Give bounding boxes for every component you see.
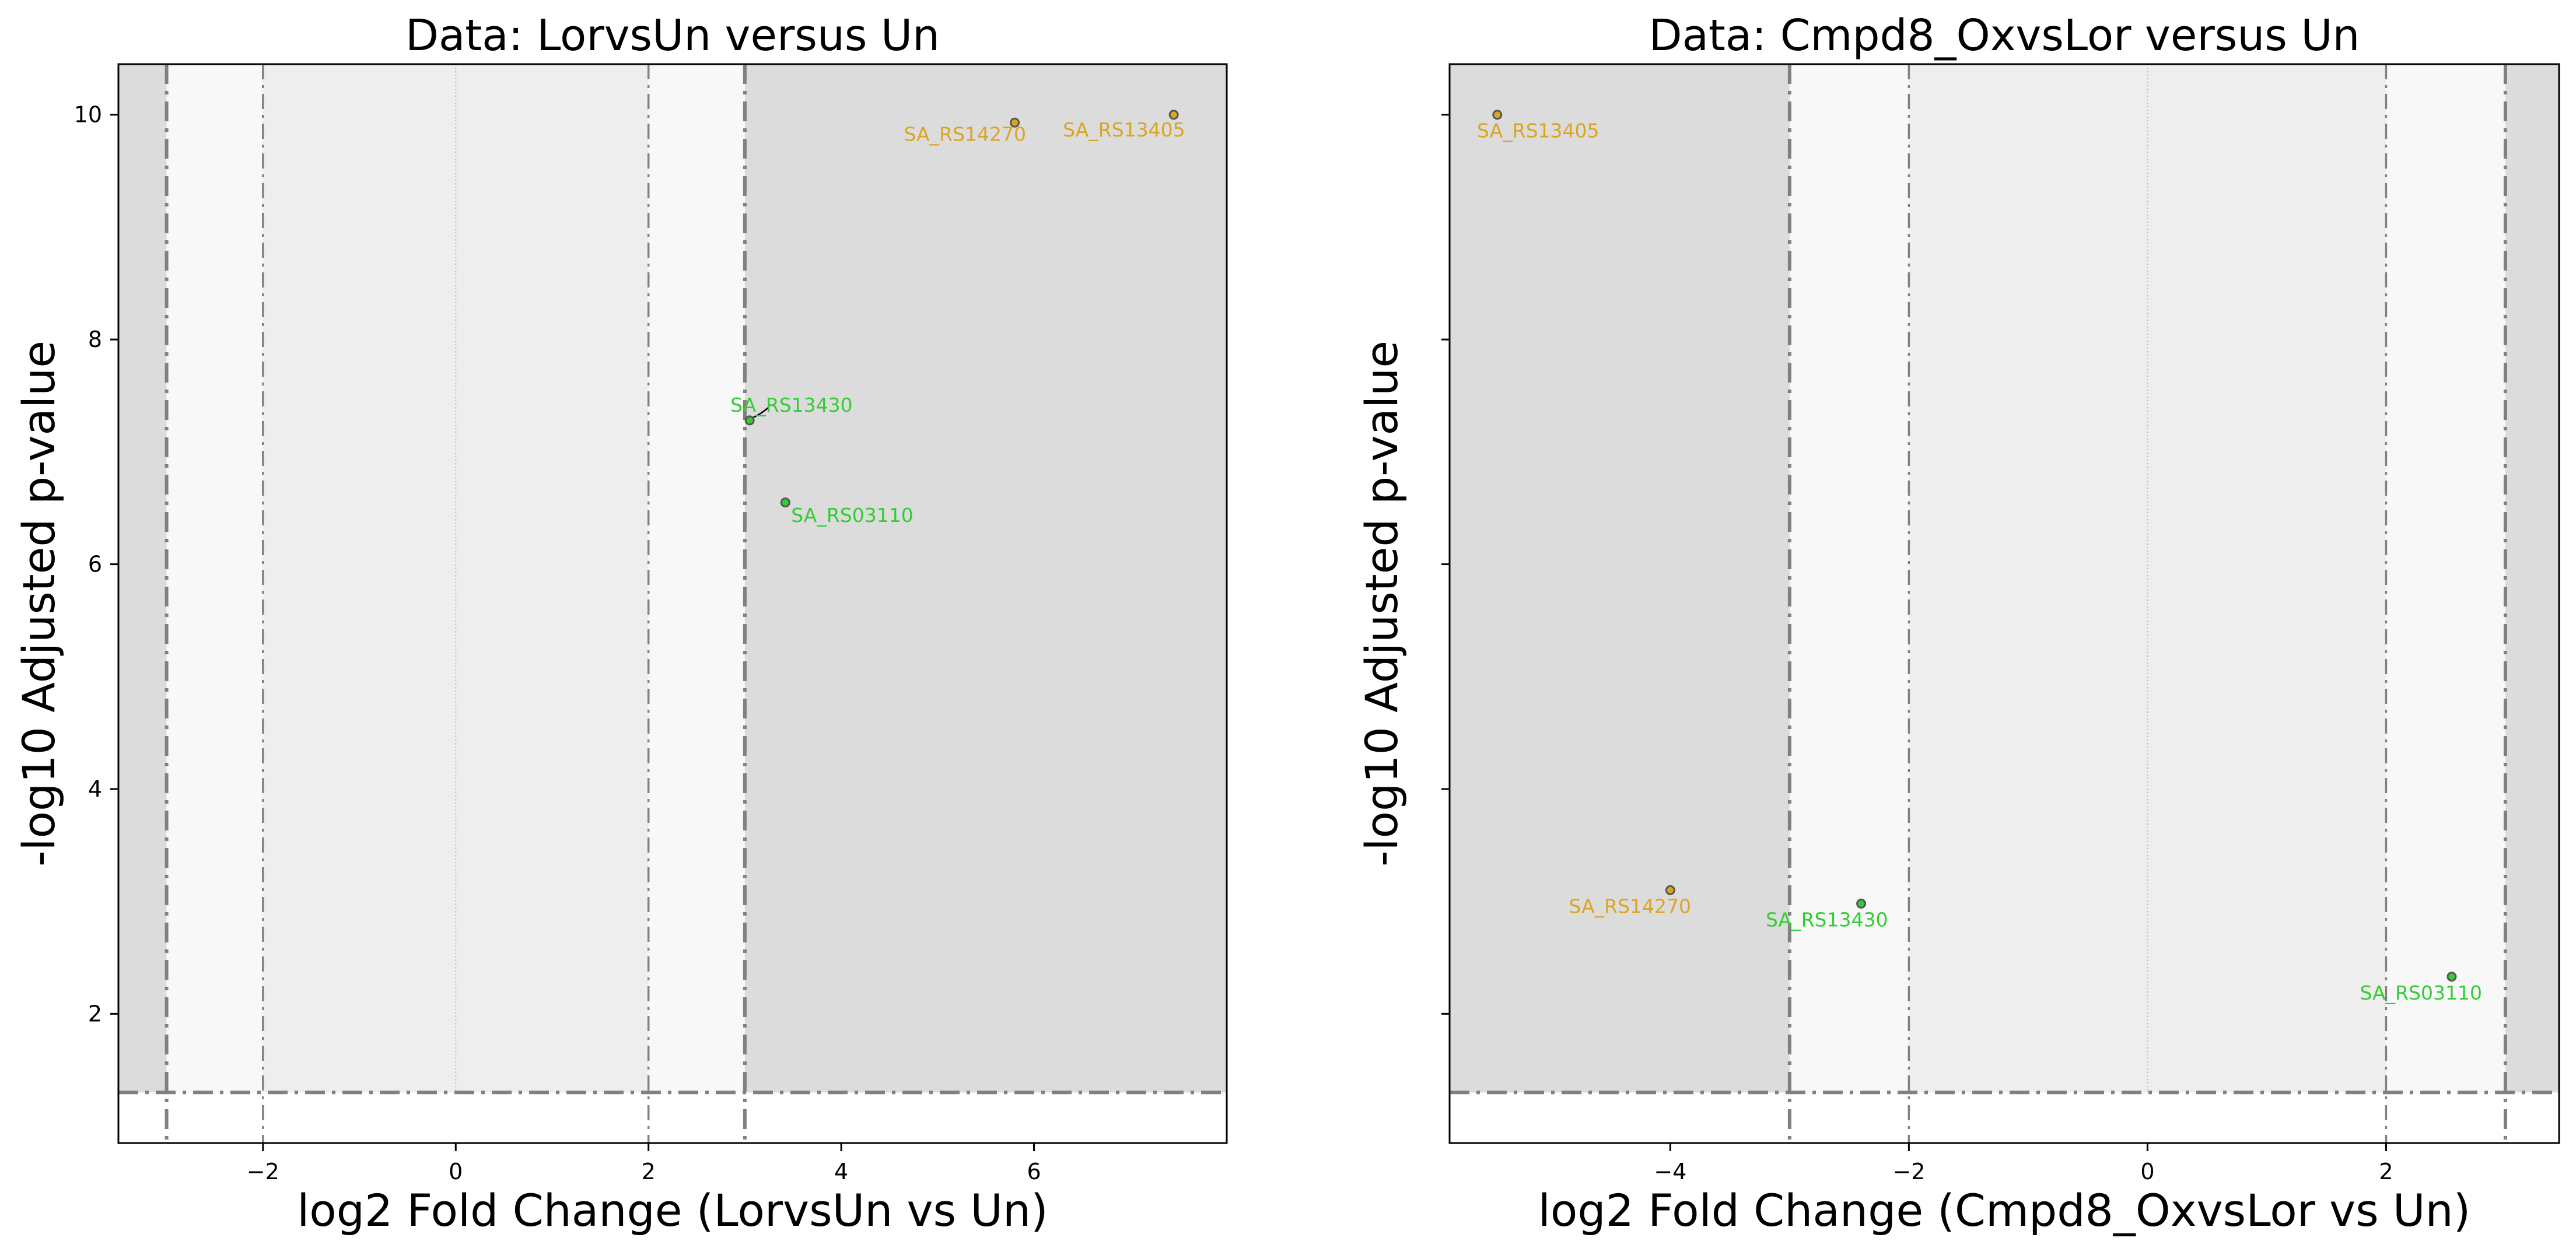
- panel-2: −4 −2 0 2 Data: Cmpd8_OxvsLor versus Un log2 …: [1356, 10, 2560, 1236]
- x-tick-label: 0: [2140, 1159, 2154, 1184]
- y-axis-label: -log10 Adjusted p-value: [13, 341, 65, 867]
- point-label: SA_RS13430: [730, 394, 853, 416]
- significant-region-band: [744, 64, 1227, 1093]
- x-tick-label: 2: [642, 1159, 656, 1184]
- region-band: [648, 64, 745, 1093]
- x-tick-label: 6: [1027, 1159, 1041, 1184]
- point-label: SA_RS03110: [791, 504, 914, 527]
- data-point: [1010, 117, 1020, 128]
- point-label: SA_RS13430: [1766, 909, 1888, 931]
- region-band: [118, 64, 167, 1093]
- point-label: SA_RS03110: [2360, 981, 2482, 1004]
- chart-title: Data: Cmpd8_OxvsLor versus Un: [1649, 10, 2360, 61]
- point-label: SA_RS14270: [904, 122, 1027, 145]
- point-label: SA_RS13405: [1477, 120, 1600, 142]
- x-tick-label: 4: [834, 1159, 848, 1184]
- x-axis-label: log2 Fold Change (LorvsUn vs Un): [297, 1184, 1048, 1236]
- significant-region-band: [1450, 64, 1790, 1093]
- region-band: [1909, 64, 2386, 1093]
- axes-frame: [1448, 63, 2560, 1144]
- panel-1: −2 0 2 4 6 2 4 6 8 10 Data: LorvsUn versus Un log2 …: [13, 10, 1228, 1236]
- axes-frame: [117, 63, 1228, 1144]
- region-band: [1789, 64, 1909, 1093]
- x-tick-label: 0: [449, 1159, 463, 1184]
- x-tick-label: −2: [247, 1159, 279, 1184]
- y-tick-label: 2: [88, 1001, 102, 1026]
- data-point: [780, 497, 790, 508]
- y-tick-label: 4: [88, 776, 102, 802]
- region-band: [166, 64, 263, 1093]
- region-band: [2505, 64, 2559, 1093]
- point-label: SA_RS14270: [1569, 895, 1692, 917]
- data-point: [1665, 885, 1675, 895]
- y-axis-label: -log10 Adjusted p-value: [1356, 341, 1408, 867]
- x-tick-label: −4: [1654, 1159, 1686, 1184]
- data-point: [1168, 110, 1179, 120]
- y-tick-label: 8: [88, 327, 102, 352]
- x-tick-label: −2: [1892, 1159, 1925, 1184]
- data-point: [1492, 110, 1503, 120]
- data-point: [2446, 972, 2457, 982]
- data-point: [1856, 899, 1867, 909]
- region-band: [262, 64, 649, 1093]
- region-band: [2386, 64, 2505, 1093]
- x-axis-label: log2 Fold Change (Cmpd8_OxvsLor vs Un): [1538, 1184, 2471, 1236]
- chart-title: Data: LorvsUn versus Un: [405, 10, 940, 61]
- y-tick-label: 6: [88, 552, 102, 577]
- x-tick-label: 2: [2379, 1159, 2393, 1184]
- y-tick-label: 10: [74, 102, 102, 128]
- data-point: [744, 415, 755, 426]
- point-label: SA_RS13405: [1063, 118, 1185, 141]
